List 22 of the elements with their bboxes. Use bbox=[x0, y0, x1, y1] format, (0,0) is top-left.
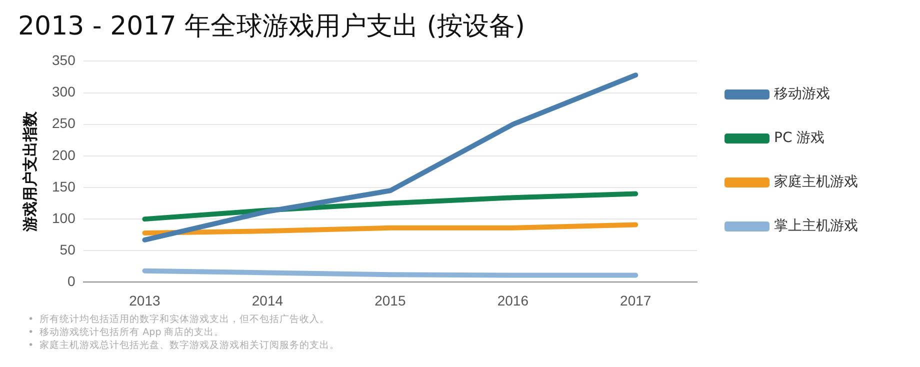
y-axis-title: 游戏用户支出指数 bbox=[20, 110, 39, 233]
legend-label: 掌上主机游戏 bbox=[774, 218, 858, 234]
y-tick-label: 350 bbox=[52, 52, 76, 68]
legend-label: 移动游戏 bbox=[774, 86, 830, 102]
y-tick-label: 150 bbox=[52, 178, 76, 194]
legend-label: 家庭主机游戏 bbox=[774, 174, 858, 190]
y-tick-label: 50 bbox=[60, 241, 76, 258]
text: • 移动游戏统计包括所有 App 商店的支出。 bbox=[28, 326, 226, 339]
x-tick-label: 2014 bbox=[252, 292, 284, 308]
y-tick-label: 200 bbox=[52, 146, 76, 163]
y-tick-label: 0 bbox=[68, 273, 76, 290]
chart-title: 2013 - 2017 年全球游戏用户支出 (按设备) bbox=[18, 11, 526, 42]
x-tick-label: 2015 bbox=[374, 292, 406, 308]
y-tick-label: 300 bbox=[52, 84, 76, 100]
x-tick-label: 2017 bbox=[620, 292, 652, 308]
y-tick-label: 100 bbox=[52, 210, 76, 226]
text: • 家庭主机游戏总计包括光盘、数字游戏及游戏相关订阅服务的支出。 bbox=[28, 339, 341, 352]
x-tick-label: 2016 bbox=[497, 292, 529, 308]
x-tick-label: 2013 bbox=[129, 292, 161, 308]
legend-label: PC 游戏 bbox=[774, 130, 825, 146]
y-tick-label: 250 bbox=[52, 115, 76, 132]
text: • 所有统计均包括适用的数字和实体游戏支出，但不包括广告收入。 bbox=[28, 313, 331, 326]
